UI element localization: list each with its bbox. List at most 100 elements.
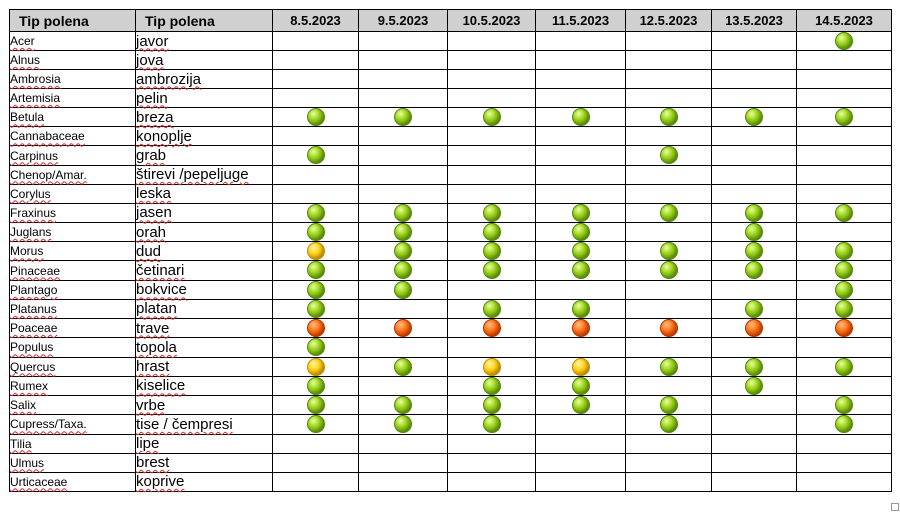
day-cell [796, 241, 892, 262]
header-date: 12.5.2023 [625, 9, 712, 32]
day-cell [272, 241, 359, 262]
local-name-cell: dud [135, 241, 273, 262]
day-cell [272, 375, 359, 397]
table-row: Juglans orah [9, 221, 892, 243]
day-cell [447, 50, 536, 71]
day-cell [711, 279, 797, 300]
header-date: 13.5.2023 [711, 9, 797, 32]
green-level-dot-icon [394, 357, 412, 376]
day-cell [711, 356, 797, 377]
day-cell [272, 395, 359, 416]
day-cell [535, 50, 626, 71]
day-cell [535, 337, 626, 358]
local-name-cell: pelin [135, 88, 273, 109]
day-cell [711, 69, 797, 90]
day-cell [358, 183, 448, 204]
green-level-dot-icon [835, 32, 853, 50]
green-level-dot-icon [482, 396, 501, 415]
day-cell [711, 260, 797, 281]
green-level-dot-icon [306, 203, 325, 222]
day-cell [796, 375, 892, 397]
day-cell [447, 126, 536, 147]
day-cell [625, 433, 712, 454]
day-cell [796, 356, 892, 377]
latin-name-cell: Poaceae [9, 318, 136, 339]
local-name-cell: jova [135, 50, 273, 71]
latin-name-cell: Corylus [9, 183, 136, 204]
day-cell [625, 318, 712, 339]
latin-name-cell: Juglans [9, 221, 136, 243]
yellow-level-dot-icon [482, 357, 501, 376]
latin-name-cell: Morus [9, 241, 136, 262]
day-cell [447, 279, 536, 300]
day-cell [272, 202, 359, 223]
latin-name-cell: Platanus [9, 298, 136, 320]
day-cell [711, 202, 797, 223]
day-cell [358, 202, 448, 223]
green-level-dot-icon [482, 415, 501, 434]
day-cell [796, 50, 892, 71]
day-cell [625, 356, 712, 377]
table-row: Cupress/Taxa. tise / čempresi [9, 414, 892, 435]
day-cell [447, 145, 536, 166]
day-cell [535, 183, 626, 204]
day-cell [272, 298, 359, 320]
table-row: Tilia lipe [9, 433, 892, 454]
day-cell [358, 221, 448, 243]
day-cell [535, 375, 626, 397]
latin-name-cell: Cannabaceae [9, 126, 136, 147]
day-cell [447, 69, 536, 90]
day-cell [447, 164, 536, 185]
table-row: Cannabaceae konoplje [9, 126, 892, 147]
green-level-dot-icon [306, 108, 325, 127]
latin-name-cell: Ulmus [9, 452, 136, 473]
latin-name-cell: Populus [9, 337, 136, 358]
day-cell [358, 107, 448, 128]
local-name-cell: orah [135, 221, 273, 243]
green-level-dot-icon [745, 357, 763, 376]
green-level-dot-icon [394, 108, 412, 127]
green-level-dot-icon [835, 357, 853, 376]
red-level-dot-icon [482, 319, 501, 338]
day-cell [447, 318, 536, 339]
red-level-dot-icon [306, 319, 325, 338]
day-cell [796, 433, 892, 454]
day-cell [447, 221, 536, 243]
day-cell [796, 318, 892, 339]
green-level-dot-icon [482, 203, 501, 222]
day-cell [272, 183, 359, 204]
day-cell [711, 183, 797, 204]
green-level-dot-icon [835, 203, 853, 222]
table-row: Salix vrbe [9, 395, 892, 416]
day-cell [447, 241, 536, 262]
day-cell [625, 395, 712, 416]
day-cell [358, 375, 448, 397]
table-resize-handle[interactable] [891, 503, 899, 511]
table-row: Fraxinus jasen [9, 202, 892, 223]
table-row: Quercus hrast [9, 356, 892, 377]
day-cell [358, 414, 448, 435]
local-name-cell: koprive [135, 471, 273, 492]
header-date: 8.5.2023 [272, 9, 359, 32]
day-cell [272, 279, 359, 300]
header-date: 14.5.2023 [796, 9, 892, 32]
day-cell [358, 69, 448, 90]
local-name-cell: leska [135, 183, 273, 204]
day-cell [358, 260, 448, 281]
latin-name-cell: Artemisia [9, 88, 136, 109]
local-name-cell: štirevi /pepeljuge [135, 164, 273, 185]
latin-name-cell: Quercus [9, 356, 136, 377]
local-name-cell: kiselice [135, 375, 273, 397]
day-cell [358, 88, 448, 109]
day-cell [625, 298, 712, 320]
day-cell [625, 164, 712, 185]
green-level-dot-icon [659, 203, 678, 222]
green-level-dot-icon [306, 376, 325, 395]
day-cell [625, 221, 712, 243]
day-cell [625, 107, 712, 128]
day-cell [711, 88, 797, 109]
day-cell [625, 375, 712, 397]
local-name-cell: brest [135, 452, 273, 473]
day-cell [358, 337, 448, 358]
latin-name-cell: Fraxinus [9, 202, 136, 223]
